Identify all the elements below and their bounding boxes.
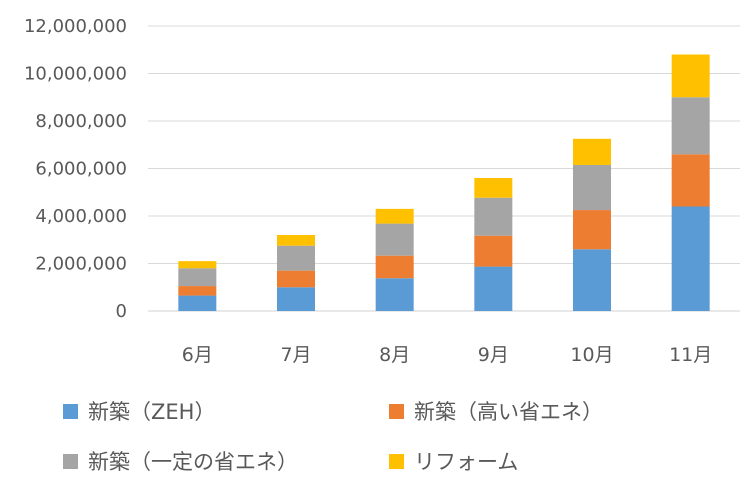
- bar-segment: [474, 178, 513, 198]
- bar-segment: [573, 164, 611, 211]
- bar-segment: [573, 210, 611, 250]
- bar-segment: [671, 54, 710, 98]
- bar-segment: [573, 138, 611, 165]
- bar-segment: [375, 208, 414, 224]
- bar-segment: [277, 287, 315, 311]
- y-tick-label: 10,000,000: [24, 64, 127, 85]
- bars: [178, 54, 710, 311]
- bar-segment: [178, 295, 217, 311]
- x-tick-label: 7月: [280, 344, 311, 366]
- x-tick-label: 8月: [379, 344, 410, 366]
- legend-label: 新築（一定の省エネ）: [88, 450, 298, 474]
- x-axis-tick-labels: 6月 7月 8月 9月 10月 11月: [182, 344, 712, 366]
- y-tick-label: 4,000,000: [35, 206, 127, 227]
- bar-segment: [474, 235, 513, 267]
- x-tick-label: 11月: [669, 344, 712, 366]
- y-tick-label: 2,000,000: [35, 254, 127, 275]
- gridlines: [148, 25, 740, 312]
- y-tick-label: 8,000,000: [35, 111, 127, 132]
- bar-segment: [375, 278, 414, 311]
- y-tick-label: 12,000,000: [24, 16, 127, 37]
- x-tick-label: 9月: [478, 344, 509, 366]
- bar-segment: [671, 206, 710, 311]
- bar-segment: [178, 268, 217, 287]
- bar-segment: [573, 249, 611, 311]
- bar-segment: [178, 286, 217, 296]
- bar-segment: [474, 197, 513, 236]
- legend-swatch: [63, 454, 78, 469]
- y-axis-tick-labels: 0 2,000,000 4,000,000 6,000,000 8,000,000 10,…: [24, 16, 127, 322]
- legend-label: 新築（ZEH）: [88, 400, 215, 424]
- bar-segment: [375, 255, 414, 279]
- legend-swatch: [389, 404, 404, 419]
- bar-segment: [277, 270, 315, 288]
- legend-swatch: [63, 404, 78, 419]
- y-tick-label: 6,000,000: [35, 159, 127, 180]
- bar-segment: [375, 223, 414, 256]
- legend-label: リフォーム: [414, 450, 518, 474]
- bar-segment: [277, 235, 315, 246]
- bar-segment: [671, 97, 710, 155]
- legend: 新築（ZEH） 新築（高い省エネ） 新築（一定の省エネ） リフォーム: [63, 400, 603, 474]
- y-tick-label: 0: [116, 301, 127, 322]
- bar-segment: [277, 245, 315, 271]
- legend-swatch: [389, 454, 404, 469]
- legend-label: 新築（高い省エネ）: [414, 400, 603, 424]
- x-tick-label: 6月: [182, 344, 213, 366]
- bar-segment: [671, 154, 710, 207]
- x-tick-label: 10月: [570, 344, 613, 366]
- bar-segment: [178, 261, 217, 269]
- bar-segment: [474, 266, 513, 311]
